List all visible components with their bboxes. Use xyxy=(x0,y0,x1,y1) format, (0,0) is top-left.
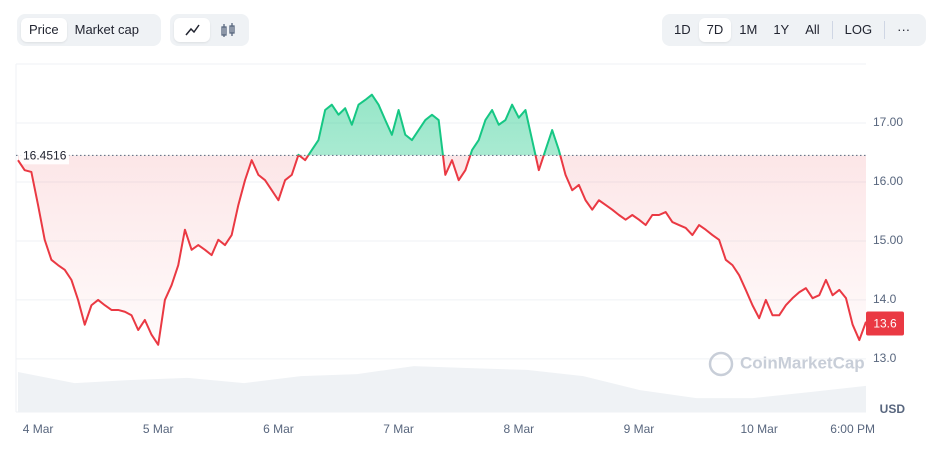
range-tab[interactable]: All xyxy=(805,22,820,37)
x-tick-label: 6:00 PM xyxy=(830,422,875,436)
log-toggle[interactable]: LOG xyxy=(844,22,873,37)
x-tick-label: 7 Mar xyxy=(383,422,414,436)
y-tick-label: 13.0 xyxy=(873,351,897,365)
volume-area xyxy=(18,366,866,412)
chart-style-tabs xyxy=(170,14,249,46)
x-tick-label: 10 Mar xyxy=(740,422,777,436)
candle-icon xyxy=(221,23,235,37)
y-tick-label: 17.00 xyxy=(873,115,903,129)
separator xyxy=(831,21,833,39)
y-tick-label: 15.00 xyxy=(873,233,903,247)
y-tick-label: 16.00 xyxy=(873,174,903,188)
price-line-up xyxy=(297,93,562,156)
metric-tab[interactable]: Market cap xyxy=(74,22,139,37)
current-price-badge xyxy=(866,311,904,336)
watermark-logo xyxy=(708,351,734,377)
y-unit: USD xyxy=(880,402,906,416)
current-price-label: 13.6 xyxy=(873,317,897,331)
area-down xyxy=(18,155,866,345)
range-tabs: 1D 7D 1M 1Y All LOG ··· xyxy=(662,14,926,46)
x-tick-label: 5 Mar xyxy=(143,422,174,436)
range-tab[interactable]: 1Y xyxy=(773,22,790,37)
x-tick-label: 4 Mar xyxy=(23,422,54,436)
line-icon xyxy=(185,24,200,36)
line-chart-button[interactable] xyxy=(174,18,210,42)
more-button[interactable]: ··· xyxy=(897,22,911,37)
x-tick-label: 8 Mar xyxy=(503,422,534,436)
separator xyxy=(884,21,886,39)
y-tick-label: 14.0 xyxy=(873,292,897,306)
plot: 17.00 16.00 15.00 14.0 13.0 CoinMarketCap 16.4… xyxy=(16,93,904,436)
reference-label: 16.4516 xyxy=(23,149,67,163)
watermark: CoinMarketCap xyxy=(740,353,865,372)
metric-tabs: Price Market cap xyxy=(17,14,161,46)
x-tick-label: 9 Mar xyxy=(624,422,655,436)
range-tab[interactable]: 7D xyxy=(698,18,732,42)
x-tick-label: 6 Mar xyxy=(263,422,294,436)
range-tab[interactable]: 1D xyxy=(674,22,691,37)
candle-chart-button[interactable] xyxy=(210,18,246,42)
reference-label-bg xyxy=(19,146,69,165)
range-tab[interactable]: 1M xyxy=(739,22,758,37)
price-line-down xyxy=(17,155,867,346)
metric-tab[interactable]: Price xyxy=(21,18,67,42)
